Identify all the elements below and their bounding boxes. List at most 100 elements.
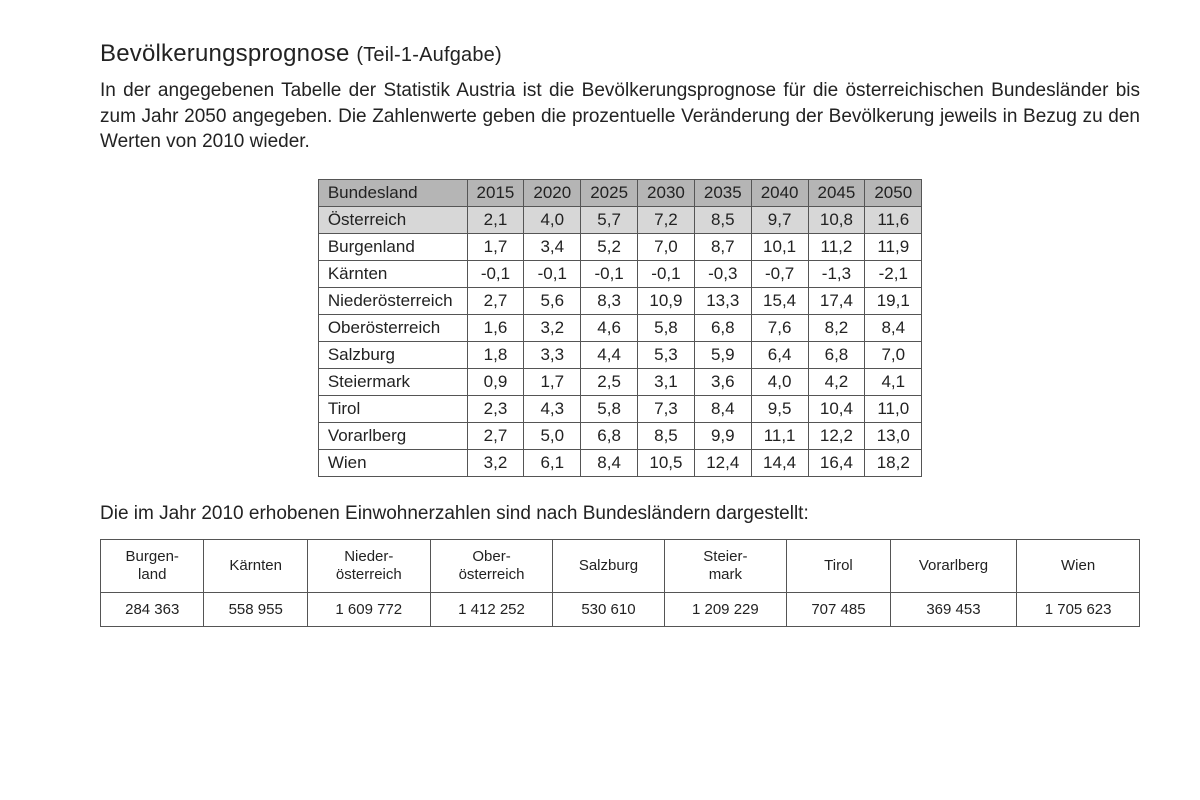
page-title: Bevölkerungsprognose (Teil-1-Aufgabe) — [100, 40, 1140, 68]
pop-value: 1 705 623 — [1017, 592, 1140, 626]
cell-value: 4,4 — [581, 341, 638, 368]
cell-value: 7,2 — [638, 206, 695, 233]
header-year: 2025 — [581, 179, 638, 206]
cell-value: 9,7 — [751, 206, 808, 233]
header-year: 2035 — [694, 179, 751, 206]
cell-value: 18,2 — [865, 449, 922, 476]
cell-value: -0,1 — [524, 260, 581, 287]
cell-value: 5,6 — [524, 287, 581, 314]
table-row: Österreich2,14,05,77,28,59,710,811,6 — [318, 206, 921, 233]
cell-value: 9,5 — [751, 395, 808, 422]
cell-value: 11,0 — [865, 395, 922, 422]
mid-paragraph: Die im Jahr 2010 erhobenen Einwohnerzahl… — [100, 503, 1140, 525]
title-subtitle: (Teil-1-Aufgabe) — [356, 44, 502, 66]
population-value-row: 284 363558 9551 609 7721 412 252530 6101… — [101, 592, 1140, 626]
cell-value: 4,3 — [524, 395, 581, 422]
cell-value: -0,1 — [467, 260, 524, 287]
row-label: Salzburg — [318, 341, 467, 368]
cell-value: 11,1 — [751, 422, 808, 449]
table-row: Kärnten-0,1-0,1-0,1-0,1-0,3-0,7-1,3-2,1 — [318, 260, 921, 287]
cell-value: -1,3 — [808, 260, 865, 287]
cell-value: 8,2 — [808, 314, 865, 341]
pop-header: Kärnten — [204, 539, 307, 592]
pop-header: Tirol — [787, 539, 890, 592]
pop-header: Burgen-land — [101, 539, 204, 592]
cell-value: 0,9 — [467, 368, 524, 395]
cell-value: 6,8 — [808, 341, 865, 368]
pop-header: Ober-österreich — [430, 539, 553, 592]
cell-value: 4,6 — [581, 314, 638, 341]
cell-value: 8,4 — [694, 395, 751, 422]
cell-value: -2,1 — [865, 260, 922, 287]
header-year: 2020 — [524, 179, 581, 206]
cell-value: 3,6 — [694, 368, 751, 395]
pop-value: 369 453 — [890, 592, 1017, 626]
cell-value: 10,4 — [808, 395, 865, 422]
cell-value: 10,9 — [638, 287, 695, 314]
cell-value: 8,5 — [638, 422, 695, 449]
header-year: 2050 — [865, 179, 922, 206]
cell-value: 5,0 — [524, 422, 581, 449]
cell-value: 6,8 — [694, 314, 751, 341]
cell-value: 7,3 — [638, 395, 695, 422]
table-row: Salzburg1,83,34,45,35,96,46,87,0 — [318, 341, 921, 368]
cell-value: 10,8 — [808, 206, 865, 233]
cell-value: 7,6 — [751, 314, 808, 341]
row-label: Vorarlberg — [318, 422, 467, 449]
cell-value: 6,8 — [581, 422, 638, 449]
pop-value: 707 485 — [787, 592, 890, 626]
header-year: 2030 — [638, 179, 695, 206]
cell-value: 11,6 — [865, 206, 922, 233]
cell-value: 8,5 — [694, 206, 751, 233]
cell-value: 1,8 — [467, 341, 524, 368]
pop-value: 558 955 — [204, 592, 307, 626]
cell-value: 3,3 — [524, 341, 581, 368]
cell-value: 2,3 — [467, 395, 524, 422]
cell-value: -0,1 — [638, 260, 695, 287]
pop-value: 530 610 — [553, 592, 664, 626]
cell-value: 10,1 — [751, 233, 808, 260]
pop-value: 1 412 252 — [430, 592, 553, 626]
cell-value: 10,5 — [638, 449, 695, 476]
cell-value: 4,2 — [808, 368, 865, 395]
table-row: Wien3,26,18,410,512,414,416,418,2 — [318, 449, 921, 476]
pop-header: Salzburg — [553, 539, 664, 592]
pop-value: 1 609 772 — [307, 592, 430, 626]
title-main: Bevölkerungsprognose — [100, 40, 350, 67]
cell-value: 5,2 — [581, 233, 638, 260]
cell-value: 2,7 — [467, 422, 524, 449]
cell-value: 1,7 — [467, 233, 524, 260]
cell-value: 14,4 — [751, 449, 808, 476]
table-row: Oberösterreich1,63,24,65,86,87,68,28,4 — [318, 314, 921, 341]
row-label: Kärnten — [318, 260, 467, 287]
table-row: Steiermark0,91,72,53,13,64,04,24,1 — [318, 368, 921, 395]
cell-value: 6,1 — [524, 449, 581, 476]
table-row: Vorarlberg2,75,06,88,59,911,112,213,0 — [318, 422, 921, 449]
cell-value: 2,1 — [467, 206, 524, 233]
cell-value: 5,8 — [638, 314, 695, 341]
population-table: Burgen-landKärntenNieder-österreichOber-… — [100, 539, 1140, 627]
cell-value: -0,7 — [751, 260, 808, 287]
pop-header: Nieder-österreich — [307, 539, 430, 592]
cell-value: -0,1 — [581, 260, 638, 287]
row-label: Oberösterreich — [318, 314, 467, 341]
cell-value: 17,4 — [808, 287, 865, 314]
table-row: Tirol2,34,35,87,38,49,510,411,0 — [318, 395, 921, 422]
cell-value: 13,0 — [865, 422, 922, 449]
cell-value: 4,1 — [865, 368, 922, 395]
pop-header: Wien — [1017, 539, 1140, 592]
row-label: Niederösterreich — [318, 287, 467, 314]
cell-value: 3,2 — [524, 314, 581, 341]
row-label: Wien — [318, 449, 467, 476]
cell-value: 2,5 — [581, 368, 638, 395]
header-year: 2040 — [751, 179, 808, 206]
cell-value: 7,0 — [638, 233, 695, 260]
row-label: Steiermark — [318, 368, 467, 395]
forecast-header-row: Bundesland 20152020202520302035204020452… — [318, 179, 921, 206]
cell-value: 7,0 — [865, 341, 922, 368]
cell-value: 19,1 — [865, 287, 922, 314]
cell-value: 4,0 — [751, 368, 808, 395]
table-row: Burgenland1,73,45,27,08,710,111,211,9 — [318, 233, 921, 260]
cell-value: 1,7 — [524, 368, 581, 395]
pop-header: Vorarlberg — [890, 539, 1017, 592]
